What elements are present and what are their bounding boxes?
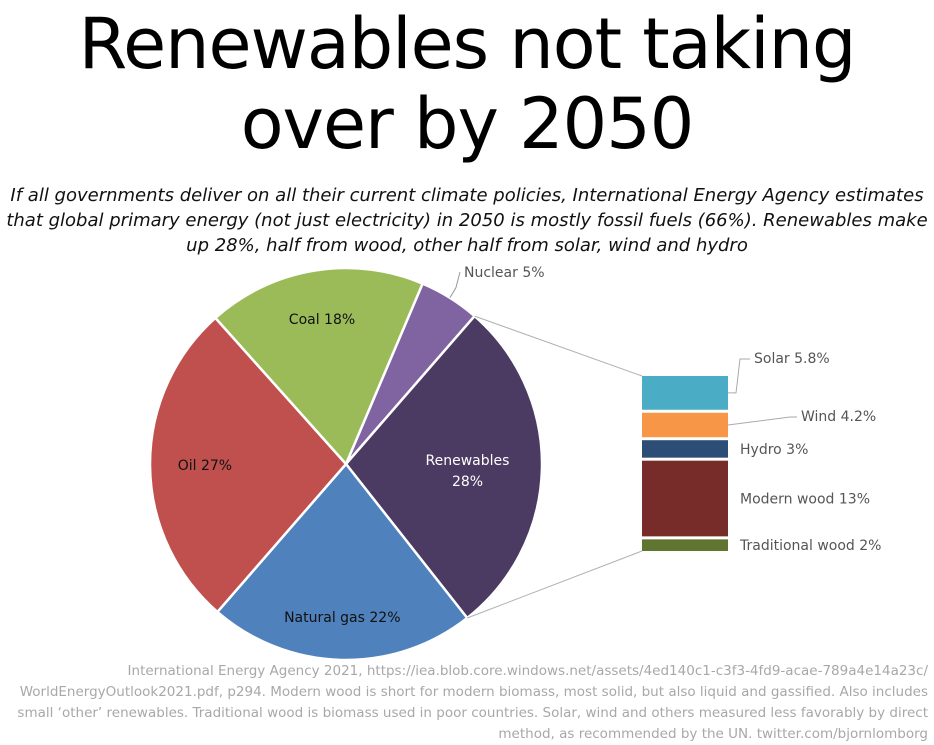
chart-subtitle: If all governments deliver on all their … [6, 185, 928, 256]
pie-label-coal: Coal 18% [289, 312, 355, 328]
chart-labels: Nuclear 5% Renewables 28% Natural gas 22% Oi… [178, 265, 545, 626]
chart-title: Renewables not taking over by 2050 [0, 4, 934, 164]
leader-line-wind [727, 416, 797, 426]
title-line-1: Renewables not taking [78, 3, 857, 85]
breakdown-bar-traditional-wood [642, 539, 728, 551]
source-note: International Energy Agency 2021, https:… [17, 663, 928, 742]
breakdown-label-traditional-wood: Traditional wood 2% [739, 538, 881, 554]
leader-line-solar [728, 358, 750, 394]
breakdown-label-solar: Solar 5.8% [754, 351, 830, 367]
breakdown-label-hydro: Hydro 3% [740, 442, 808, 458]
breakdown-bars: Solar 5.8% Wind 4.2% Hydro 3% Modern wood 1… [642, 351, 881, 554]
pie-label-natural-gas: Natural gas 22% [284, 610, 400, 626]
title-line-2: over by 2050 [240, 83, 695, 165]
breakdown-bar-modern-wood [642, 460, 728, 537]
breakdown-label-modern-wood: Modern wood 13% [740, 492, 870, 508]
nuclear-leader-line [449, 271, 461, 299]
breakdown-connectors [467, 315, 643, 619]
pie-chart: Solar 5.8% Wind 4.2% Hydro 3% Modern wood 1… [148, 265, 881, 660]
breakdown-bar-solar [642, 376, 728, 410]
pie-label-renewables: Renewables 28% [426, 453, 510, 490]
breakdown-label-wind: Wind 4.2% [801, 409, 876, 425]
connector-bottom [467, 550, 643, 619]
pie-slice-renewables [344, 314, 544, 620]
connector-top [474, 315, 643, 377]
pie-label-oil: Oil 27% [178, 458, 232, 474]
pie-label-nuclear: Nuclear 5% [464, 265, 545, 281]
pie-slice-oil [148, 316, 348, 614]
breakdown-bar-wind [642, 412, 728, 438]
pie-slice-natural-gas [215, 462, 469, 660]
pie-slice-coal [213, 266, 425, 467]
pie-slices [148, 266, 544, 660]
breakdown-bar-hydro [642, 440, 728, 458]
